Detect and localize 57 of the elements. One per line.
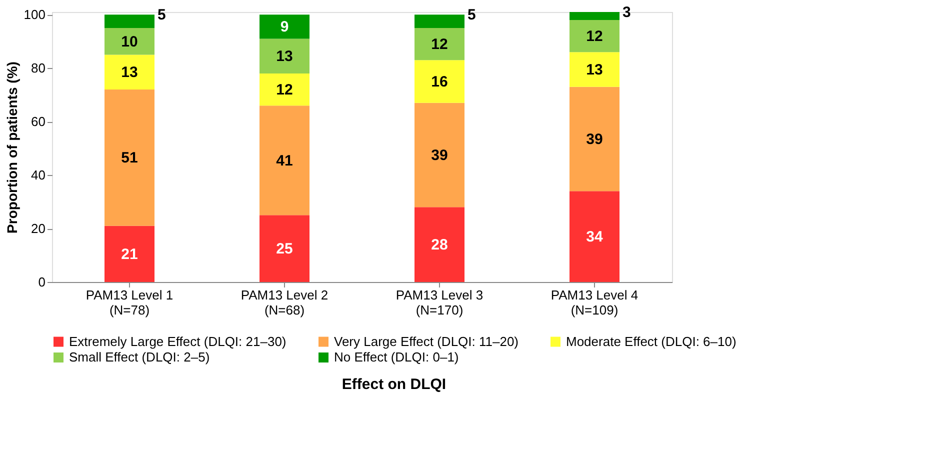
bar xyxy=(104,14,154,28)
bar xyxy=(104,226,154,282)
y-tick-label: 60 xyxy=(31,114,46,130)
legend-label: Small Effect (DLQI: 2–5) xyxy=(69,350,210,364)
data-label: 13 xyxy=(276,48,293,66)
data-label: 41 xyxy=(276,152,293,170)
legend-label: Extremely Large Effect (DLQI: 21–30) xyxy=(69,334,286,349)
x-tick-label: PAM13 Level 3 (N=170) xyxy=(396,288,484,318)
bar xyxy=(414,207,464,282)
data-label: 39 xyxy=(586,130,603,148)
y-tick-label: 40 xyxy=(31,168,46,183)
legend-title: Effect on DLQI xyxy=(342,376,446,393)
data-label: 5 xyxy=(158,6,166,24)
y-tick-label: 100 xyxy=(24,7,46,22)
data-label: 10 xyxy=(121,33,138,50)
data-label: 28 xyxy=(431,236,448,254)
data-label: 34 xyxy=(586,228,604,246)
data-label: 12 xyxy=(586,28,603,46)
bar xyxy=(260,73,310,106)
bar xyxy=(570,20,620,52)
x-tick-label: PAM13 Level 4 (N=109) xyxy=(550,288,638,318)
data-label: 12 xyxy=(276,82,293,99)
x-tick-label: PAM13 Level 1 (N=78) xyxy=(86,288,174,318)
bar xyxy=(414,28,464,60)
legend-label: No Effect (DLQI: 0–1) xyxy=(334,350,459,364)
bar xyxy=(570,12,620,20)
bar xyxy=(414,60,464,103)
bar xyxy=(570,191,620,282)
bar xyxy=(414,14,464,28)
data-label: 16 xyxy=(431,74,448,91)
bar xyxy=(414,102,464,208)
data-label: 51 xyxy=(121,150,138,167)
data-label: 25 xyxy=(276,240,293,258)
data-label: 13 xyxy=(586,61,603,78)
data-label: 3 xyxy=(622,4,631,21)
data-label: 5 xyxy=(468,6,476,24)
y-tick-label: 0 xyxy=(38,274,46,290)
data-label: 13 xyxy=(121,64,138,82)
bar xyxy=(104,90,154,226)
bar xyxy=(260,14,310,39)
y-axis-title: Proportion of patients (%) xyxy=(4,62,20,234)
y-tick-label: 20 xyxy=(31,221,46,236)
bar xyxy=(104,28,154,55)
bar xyxy=(260,106,310,216)
y-tick-label: 80 xyxy=(31,60,46,76)
data-label: 21 xyxy=(121,246,138,263)
data-label: 12 xyxy=(431,36,448,54)
x-tick-label: PAM13 Level 2 (N=68) xyxy=(240,288,328,318)
data-label: 9 xyxy=(280,18,289,36)
data-label: 39 xyxy=(431,147,448,164)
bar xyxy=(104,54,154,90)
bar xyxy=(570,86,620,192)
bar xyxy=(260,38,310,74)
legend-label: Moderate Effect (DLQI: 6–10) xyxy=(566,334,736,349)
bar xyxy=(260,215,310,282)
legend-label: Very Large Effect (DLQI: 11–20) xyxy=(334,334,519,349)
bar xyxy=(570,52,620,87)
